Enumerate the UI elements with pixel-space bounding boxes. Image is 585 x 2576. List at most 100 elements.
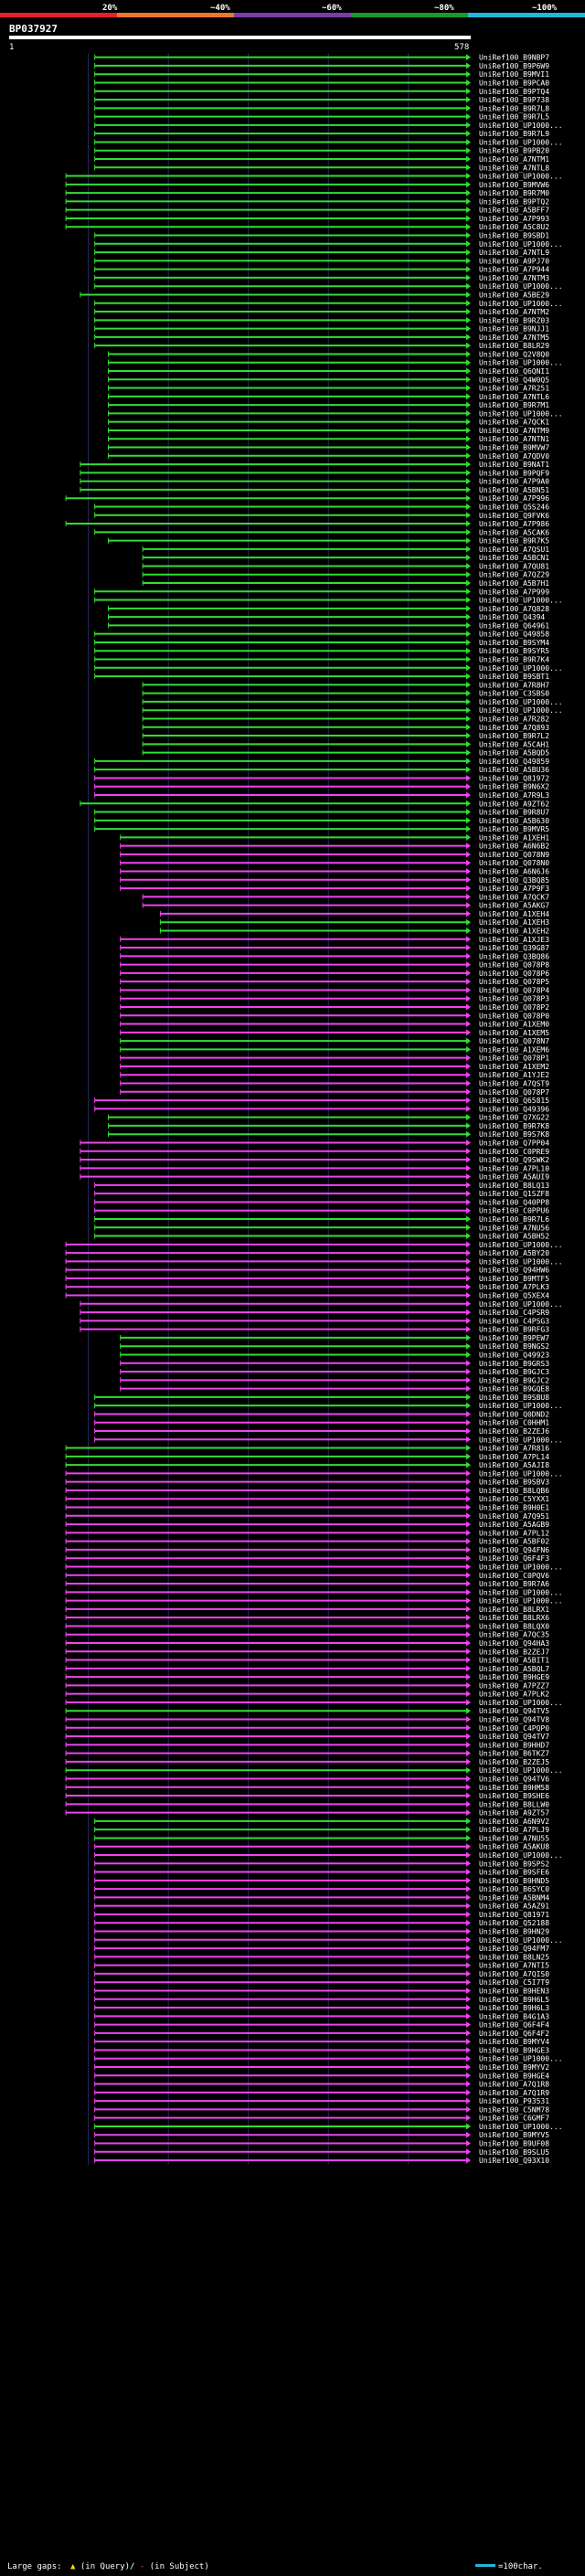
hit-label[interactable]: UniRef100_A1XEM0 bbox=[479, 1021, 549, 1029]
hit-label[interactable]: UniRef100_B9N6X2 bbox=[479, 783, 549, 791]
hit-label[interactable]: UniRef100_A5BU36 bbox=[479, 766, 549, 774]
hit-label[interactable]: UniRef100_A1XEH1 bbox=[479, 833, 549, 842]
hit-label[interactable]: UniRef100_B9H6L5 bbox=[479, 1996, 549, 2004]
hit-label[interactable]: UniRef100_UP1000... bbox=[479, 1436, 563, 1444]
hit-label[interactable]: UniRef100_A6N6J6 bbox=[479, 868, 549, 876]
hit-label[interactable]: UniRef100_A5AJI8 bbox=[479, 1461, 549, 1469]
hit-label[interactable]: UniRef100_UP1000... bbox=[479, 409, 563, 418]
hit-label[interactable]: UniRef100_Q64961 bbox=[479, 621, 549, 630]
hit-label[interactable]: UniRef100_UP1000... bbox=[479, 664, 563, 673]
hit-label[interactable]: UniRef100_Q078P0 bbox=[479, 1012, 549, 1020]
hit-label[interactable]: UniRef100_B9SYM4 bbox=[479, 639, 549, 647]
hit-label[interactable]: UniRef100_UP1000... bbox=[479, 2055, 563, 2063]
hit-label[interactable]: UniRef100_A5BE29 bbox=[479, 291, 549, 299]
hit-label[interactable]: UniRef100_Q078N9 bbox=[479, 851, 549, 859]
hit-label[interactable]: UniRef100_A6N6B2 bbox=[479, 843, 549, 851]
hit-label[interactable]: UniRef100_B9GRS3 bbox=[479, 1360, 549, 1368]
hit-label[interactable]: UniRef100_A7PLK2 bbox=[479, 1691, 549, 1699]
hit-label[interactable]: UniRef100_Q6F4F4 bbox=[479, 2021, 549, 2030]
hit-label[interactable]: UniRef100_B9MYV4 bbox=[479, 2038, 549, 2046]
hit-label[interactable]: UniRef100_Q078P4 bbox=[479, 986, 549, 994]
hit-label[interactable]: UniRef100_B9R7A6 bbox=[479, 1580, 549, 1588]
hit-label[interactable]: UniRef100_Q49859 bbox=[479, 758, 549, 766]
hit-label[interactable]: UniRef100_A7P996 bbox=[479, 494, 549, 503]
hit-label[interactable]: UniRef100_B9MVW6 bbox=[479, 181, 549, 189]
hit-label[interactable]: UniRef100_Q49858 bbox=[479, 631, 549, 639]
hit-label[interactable]: UniRef100_A7NTM9 bbox=[479, 427, 549, 435]
hit-label[interactable]: UniRef100_Q6F4F3 bbox=[479, 1554, 549, 1563]
hit-label[interactable]: UniRef100_A5BF02 bbox=[479, 1538, 549, 1546]
hit-label[interactable]: UniRef100_UP1000... bbox=[479, 1241, 563, 1249]
hit-label[interactable]: UniRef100_C6GMF7 bbox=[479, 2115, 549, 2123]
hit-label[interactable]: UniRef100_A7QDV0 bbox=[479, 452, 549, 461]
hit-label[interactable]: UniRef100_UP1000... bbox=[479, 2123, 563, 2131]
hit-label[interactable]: UniRef100_A7Q1R9 bbox=[479, 2089, 549, 2097]
hit-label[interactable]: UniRef100_Q65815 bbox=[479, 1097, 549, 1105]
hit-label[interactable]: UniRef100_Q6F4F2 bbox=[479, 2030, 549, 2038]
hit-label[interactable]: UniRef100_A5B7H1 bbox=[479, 579, 549, 588]
hit-label[interactable]: UniRef100_B9R7M0 bbox=[479, 189, 549, 197]
hit-label[interactable]: UniRef100_A9PJ70 bbox=[479, 257, 549, 265]
hit-label[interactable]: UniRef100_A7NU56 bbox=[479, 1224, 549, 1232]
hit-label[interactable]: UniRef100_A5CAH1 bbox=[479, 740, 549, 748]
hit-label[interactable]: UniRef100_Q078P5 bbox=[479, 978, 549, 986]
hit-label[interactable]: UniRef100_B9UF08 bbox=[479, 2140, 549, 2148]
hit-label[interactable]: UniRef100_B9R8U7 bbox=[479, 809, 549, 817]
hit-label[interactable]: UniRef100_B4G1A3 bbox=[479, 2012, 549, 2020]
hit-label[interactable]: UniRef100_Q5XEX4 bbox=[479, 1292, 549, 1300]
hit-label[interactable]: UniRef100_A7Q828 bbox=[479, 605, 549, 613]
hit-label[interactable]: UniRef100_A7QCK1 bbox=[479, 419, 549, 427]
hit-label[interactable]: UniRef100_Q94FN6 bbox=[479, 1546, 549, 1554]
hit-label[interactable]: UniRef100_Q94FM7 bbox=[479, 1945, 549, 1953]
hit-label[interactable]: UniRef100_A5CAK6 bbox=[479, 528, 549, 536]
hit-label[interactable]: UniRef100_A1XJE3 bbox=[479, 936, 549, 944]
hit-label[interactable]: UniRef100_B9R7L5 bbox=[479, 113, 549, 122]
hit-label[interactable]: UniRef100_B9R7L2 bbox=[479, 732, 549, 740]
hit-label[interactable]: UniRef100_A5AZ91 bbox=[479, 1903, 549, 1911]
hit-label[interactable]: UniRef100_B9NAT1 bbox=[479, 461, 549, 469]
hit-label[interactable]: UniRef100_Q94TV6 bbox=[479, 1775, 549, 1783]
hit-label[interactable]: UniRef100_A7R282 bbox=[479, 715, 549, 723]
hit-label[interactable]: UniRef100_UP1000... bbox=[479, 300, 563, 308]
hit-label[interactable]: UniRef100_B9NJJ1 bbox=[479, 325, 549, 334]
hit-label[interactable]: UniRef100_A7R9L3 bbox=[479, 791, 549, 800]
hit-label[interactable]: UniRef100_UP1000... bbox=[479, 1851, 563, 1860]
hit-label[interactable]: UniRef100_UP1000... bbox=[479, 1402, 563, 1410]
hit-label[interactable]: UniRef100_A9ZT62 bbox=[479, 800, 549, 808]
hit-label[interactable]: UniRef100_UP1000... bbox=[479, 240, 563, 249]
hit-label[interactable]: UniRef100_A7QCK7 bbox=[479, 893, 549, 901]
hit-label[interactable]: UniRef100_A7P993 bbox=[479, 215, 549, 223]
hit-label[interactable]: UniRef100_B9HHD7 bbox=[479, 1741, 549, 1749]
hit-label[interactable]: UniRef100_A7QZ29 bbox=[479, 571, 549, 579]
hit-label[interactable]: UniRef100_B8LQ13 bbox=[479, 1182, 549, 1190]
hit-label[interactable]: UniRef100_UP1000... bbox=[479, 122, 563, 130]
hit-label[interactable]: UniRef100_B2ZEJ5 bbox=[479, 1758, 549, 1766]
hit-label[interactable]: UniRef100_UP1000... bbox=[479, 1300, 563, 1309]
hit-label[interactable]: UniRef100_B6SYC0 bbox=[479, 1885, 549, 1893]
hit-label[interactable]: UniRef100_A7NTL6 bbox=[479, 393, 549, 401]
hit-label[interactable]: UniRef100_B9PQF9 bbox=[479, 469, 549, 477]
hit-label[interactable]: UniRef100_Q4W0Q5 bbox=[479, 376, 549, 384]
hit-label[interactable]: UniRef100_C5NM78 bbox=[479, 2105, 549, 2114]
hit-label[interactable]: UniRef100_A7QSU1 bbox=[479, 546, 549, 554]
hit-label[interactable]: UniRef100_Q078N7 bbox=[479, 1037, 549, 1045]
hit-label[interactable]: UniRef100_Q9SWK2 bbox=[479, 1156, 549, 1164]
hit-label[interactable]: UniRef100_Q93X10 bbox=[479, 2157, 549, 2165]
hit-label[interactable]: UniRef100_Q0DND2 bbox=[479, 1410, 549, 1418]
hit-label[interactable]: UniRef100_C5YXX1 bbox=[479, 1495, 549, 1503]
hit-label[interactable]: UniRef100_B9R7K4 bbox=[479, 656, 549, 664]
hit-label[interactable]: UniRef100_B6TKZ7 bbox=[479, 1750, 549, 1758]
hit-label[interactable]: UniRef100_A5BIT1 bbox=[479, 1657, 549, 1665]
hit-label[interactable]: UniRef100_UP1000... bbox=[479, 138, 563, 146]
hit-label[interactable]: UniRef100_A5BQL7 bbox=[479, 1665, 549, 1673]
hit-label[interactable]: UniRef100_A7P9A0 bbox=[479, 478, 549, 486]
hit-label[interactable]: UniRef100_UP1000... bbox=[479, 1699, 563, 1707]
hit-label[interactable]: UniRef100_A1XEH4 bbox=[479, 910, 549, 918]
hit-label[interactable]: UniRef100_A7NTM2 bbox=[479, 308, 549, 316]
hit-label[interactable]: UniRef100_A7PL14 bbox=[479, 1453, 549, 1461]
hit-label[interactable]: UniRef100_B9P6W9 bbox=[479, 62, 549, 70]
hit-label[interactable]: UniRef100_A7Q951 bbox=[479, 1512, 549, 1521]
hit-label[interactable]: UniRef100_B9PB20 bbox=[479, 147, 549, 155]
hit-label[interactable]: UniRef100_Q9FVK6 bbox=[479, 512, 549, 520]
hit-label[interactable]: UniRef100_A7PLK3 bbox=[479, 1283, 549, 1291]
